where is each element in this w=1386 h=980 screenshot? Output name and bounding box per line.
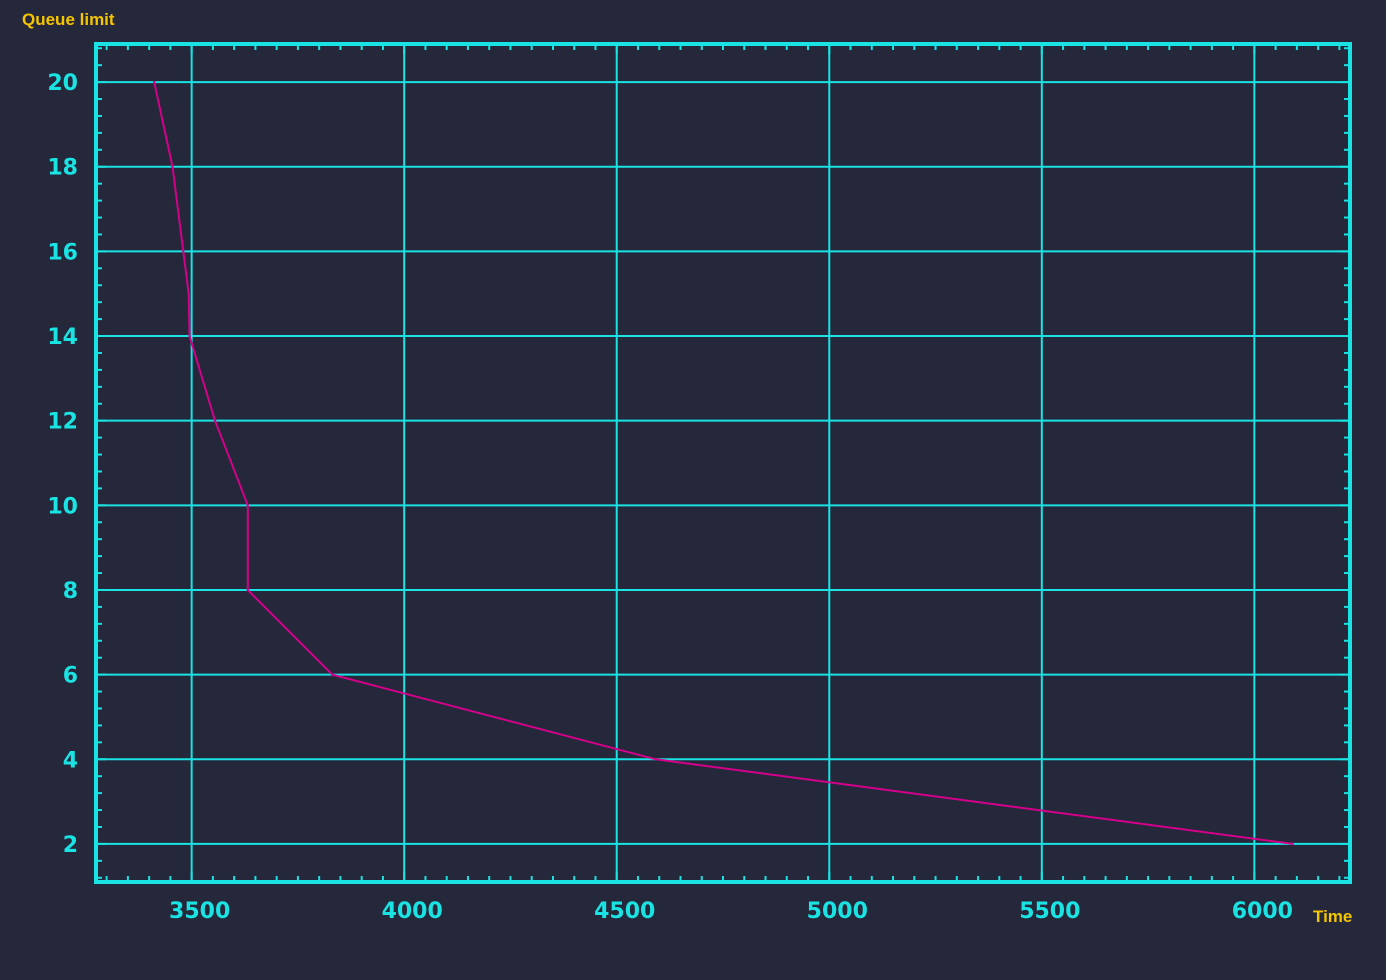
series-point [187, 292, 190, 295]
series-point [171, 165, 174, 168]
series-point [188, 334, 191, 338]
x-tick-label: 4000 [382, 899, 443, 924]
y-tick-label: 16 [47, 240, 78, 265]
y-tick-label: 20 [47, 71, 78, 96]
y-tick-label: 6 [63, 664, 78, 689]
x-tick-label: 6000 [1232, 899, 1293, 924]
y-tick-label: 2 [63, 833, 78, 858]
x-tick-label: 5500 [1019, 899, 1080, 924]
y-tick-label: 18 [47, 156, 78, 181]
series-point [246, 504, 249, 507]
y-tick-label: 10 [47, 494, 78, 519]
y-tick-label: 4 [63, 748, 78, 773]
x-axis-title: Time [1313, 907, 1353, 926]
y-tick-label: 14 [47, 325, 78, 350]
series-point [153, 80, 156, 84]
x-tick-label: 5000 [807, 899, 868, 924]
series-point [331, 673, 334, 676]
series-point [654, 758, 658, 761]
series-point [246, 588, 249, 592]
series-point [213, 419, 217, 422]
x-tick-label: 4500 [594, 899, 655, 924]
y-axis-title: Queue limit [22, 10, 115, 29]
y-tick-label: 8 [63, 579, 78, 604]
series-line [153, 81, 1293, 845]
y-tick-label: 12 [47, 410, 78, 435]
plot-frame [94, 42, 1352, 884]
x-tick-label: 3500 [169, 899, 230, 924]
series-point [1291, 842, 1294, 846]
